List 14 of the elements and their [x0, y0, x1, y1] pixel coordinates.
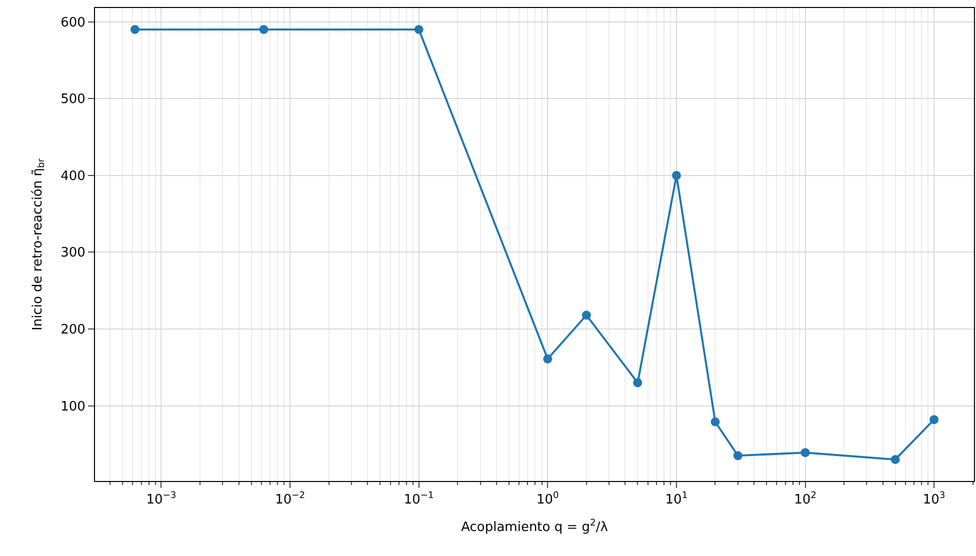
x-tick-label: 10$^{3}$	[922, 491, 946, 508]
y-tick-label: 400	[60, 168, 86, 184]
x-tick-label: 10$^{−2}$	[275, 491, 306, 508]
x-axis-title: Acoplamiento q = g$^{2}$/λ	[461, 518, 608, 536]
y-tick-label: 500	[60, 92, 86, 108]
x-tick-label: 10$^{−1}$	[404, 491, 434, 508]
x-tick-label: 10$^{−3}$	[146, 491, 176, 508]
y-tick-label: 100	[60, 399, 86, 414]
y-tick-label: 600	[60, 15, 86, 30]
x-tick-label: 10$^{1}$	[665, 491, 688, 508]
y-tick-label: 200	[60, 322, 86, 338]
y-tick-label: 300	[60, 246, 86, 261]
x-tick-label: 10$^{2}$	[794, 491, 816, 508]
x-tick-label: 10$^{0}$	[536, 491, 560, 508]
